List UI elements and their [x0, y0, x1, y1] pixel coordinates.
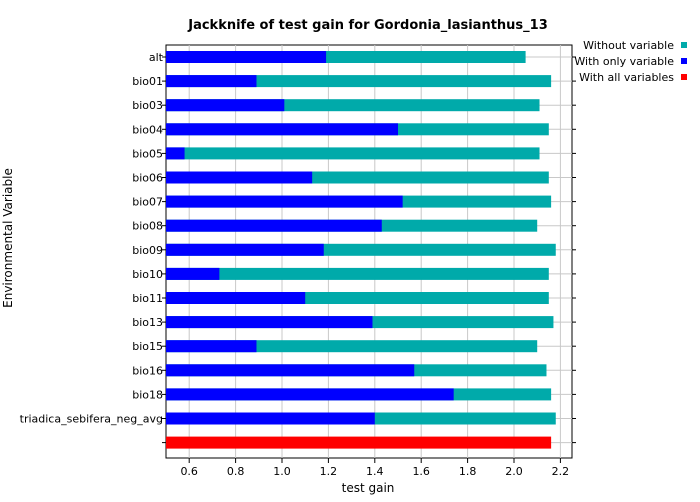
- bar-with-only-variable: [166, 75, 257, 88]
- bar-with-all-variables: [166, 436, 552, 449]
- x-tick-label: 2.2: [552, 465, 570, 478]
- bar-without-variable: [166, 75, 552, 88]
- x-tick-label: 1.4: [366, 465, 384, 478]
- x-tick-label: 1.8: [459, 465, 477, 478]
- bar-with-only-variable: [166, 316, 373, 329]
- category-label: bio03: [132, 99, 163, 112]
- category-label: bio05: [132, 147, 163, 160]
- category-label: bio06: [132, 172, 163, 185]
- category-label: bio10: [132, 268, 163, 281]
- y-axis-label: Environmental Variable: [1, 168, 15, 308]
- bar-with-only-variable: [166, 364, 415, 377]
- category-label: bio09: [132, 244, 163, 257]
- plot-area: 0.6 0.8 1.0 1.2 1.4 1.6 1.8 2.0 2.2 alt bio01 bio03…: [20, 44, 576, 478]
- bar-with-only-variable: [166, 147, 185, 160]
- category-label: bio11: [132, 292, 163, 305]
- x-tick-label: 1.6: [412, 465, 430, 478]
- bar-with-only-variable: [166, 243, 324, 256]
- bar-without-variable: [166, 267, 549, 280]
- legend-swatch: [681, 74, 687, 80]
- bar-with-only-variable: [166, 267, 220, 280]
- bar-with-only-variable: [166, 292, 306, 304]
- bar-with-only-variable: [166, 388, 454, 401]
- category-label: bio07: [132, 196, 163, 209]
- category-label: bio04: [132, 123, 163, 136]
- bar-with-only-variable: [166, 123, 398, 136]
- bar-with-only-variable: [166, 412, 375, 425]
- chart-title: Jackknife of test gain for Gordonia_lasi…: [187, 18, 548, 33]
- legend-label: Without variable: [583, 39, 674, 52]
- x-tick-label: 0.8: [227, 465, 245, 478]
- category-label: bio15: [132, 340, 163, 353]
- legend-label: With only variable: [574, 55, 674, 68]
- legend-swatch: [681, 42, 687, 48]
- bar-without-variable: [166, 147, 540, 160]
- bar-with-only-variable: [166, 219, 382, 232]
- x-axis-label: test gain: [342, 481, 395, 495]
- bar-with-only-variable: [166, 195, 403, 208]
- bar-with-only-variable: [166, 171, 313, 184]
- legend: Without variable With only variable With a…: [574, 39, 687, 84]
- bar-with-only-variable: [166, 340, 257, 353]
- category-label: bio01: [132, 75, 163, 88]
- legend-label: With all variables: [579, 71, 674, 84]
- x-tick-label: 0.6: [180, 465, 198, 478]
- category-label: bio08: [132, 220, 163, 233]
- x-tick-label: 2.0: [505, 465, 523, 478]
- category-label: triadica_sebifera_neg_avg: [20, 413, 163, 426]
- x-tick-label: 1.2: [320, 465, 338, 478]
- category-label: bio16: [132, 364, 163, 377]
- bar-with-only-variable: [166, 99, 285, 112]
- category-label: bio13: [132, 316, 163, 329]
- legend-swatch: [681, 58, 687, 64]
- x-tick-label: 1.0: [273, 465, 291, 478]
- category-label: bio18: [132, 388, 163, 401]
- bar-without-variable: [166, 340, 538, 353]
- bar-with-only-variable: [166, 51, 327, 63]
- category-label: alt: [149, 51, 164, 64]
